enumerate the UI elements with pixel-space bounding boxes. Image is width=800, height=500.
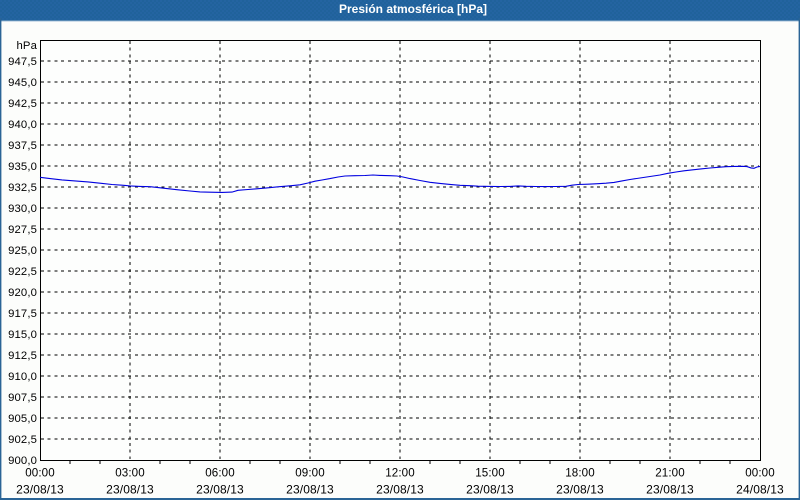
svg-text:00:00: 00:00 bbox=[745, 467, 775, 480]
svg-text:902,5: 902,5 bbox=[8, 434, 37, 446]
svg-text:24/08/13: 24/08/13 bbox=[736, 483, 784, 497]
svg-text:23/08/13: 23/08/13 bbox=[646, 483, 694, 497]
svg-text:23/08/13: 23/08/13 bbox=[286, 483, 334, 497]
svg-text:912,5: 912,5 bbox=[8, 350, 37, 362]
svg-text:905,0: 905,0 bbox=[8, 413, 37, 425]
svg-text:917,5: 917,5 bbox=[8, 308, 37, 320]
svg-text:23/08/13: 23/08/13 bbox=[196, 483, 244, 497]
svg-text:15:00: 15:00 bbox=[475, 467, 505, 480]
svg-text:910,0: 910,0 bbox=[8, 371, 37, 383]
svg-text:00:00: 00:00 bbox=[25, 467, 55, 480]
svg-text:935,0: 935,0 bbox=[8, 161, 37, 173]
svg-text:940,0: 940,0 bbox=[8, 119, 37, 131]
svg-text:920,0: 920,0 bbox=[8, 287, 37, 299]
svg-text:hPa: hPa bbox=[17, 40, 38, 52]
svg-text:945,0: 945,0 bbox=[8, 77, 37, 89]
svg-text:Presión atmosférica [hPa]: Presión atmosférica [hPa] bbox=[339, 2, 487, 16]
svg-text:18:00: 18:00 bbox=[565, 467, 595, 480]
svg-text:932,5: 932,5 bbox=[8, 182, 37, 194]
svg-text:23/08/13: 23/08/13 bbox=[466, 483, 514, 497]
svg-text:23/08/13: 23/08/13 bbox=[106, 483, 154, 497]
svg-text:12:00: 12:00 bbox=[385, 467, 415, 480]
svg-text:947,5: 947,5 bbox=[8, 56, 37, 68]
svg-text:06:00: 06:00 bbox=[205, 467, 235, 480]
svg-text:23/08/13: 23/08/13 bbox=[16, 483, 64, 497]
svg-text:927,5: 927,5 bbox=[8, 224, 37, 236]
svg-text:03:00: 03:00 bbox=[115, 467, 145, 480]
svg-text:23/08/13: 23/08/13 bbox=[556, 483, 604, 497]
svg-text:942,5: 942,5 bbox=[8, 98, 37, 110]
svg-text:937,5: 937,5 bbox=[8, 140, 37, 152]
svg-text:925,0: 925,0 bbox=[8, 245, 37, 257]
svg-text:922,5: 922,5 bbox=[8, 266, 37, 278]
svg-text:907,5: 907,5 bbox=[8, 392, 37, 404]
svg-text:21:00: 21:00 bbox=[655, 467, 685, 480]
svg-text:930,0: 930,0 bbox=[8, 203, 37, 215]
svg-text:915,0: 915,0 bbox=[8, 329, 37, 341]
svg-text:09:00: 09:00 bbox=[295, 467, 325, 480]
svg-text:900,0: 900,0 bbox=[8, 455, 37, 467]
svg-text:23/08/13: 23/08/13 bbox=[376, 483, 424, 497]
